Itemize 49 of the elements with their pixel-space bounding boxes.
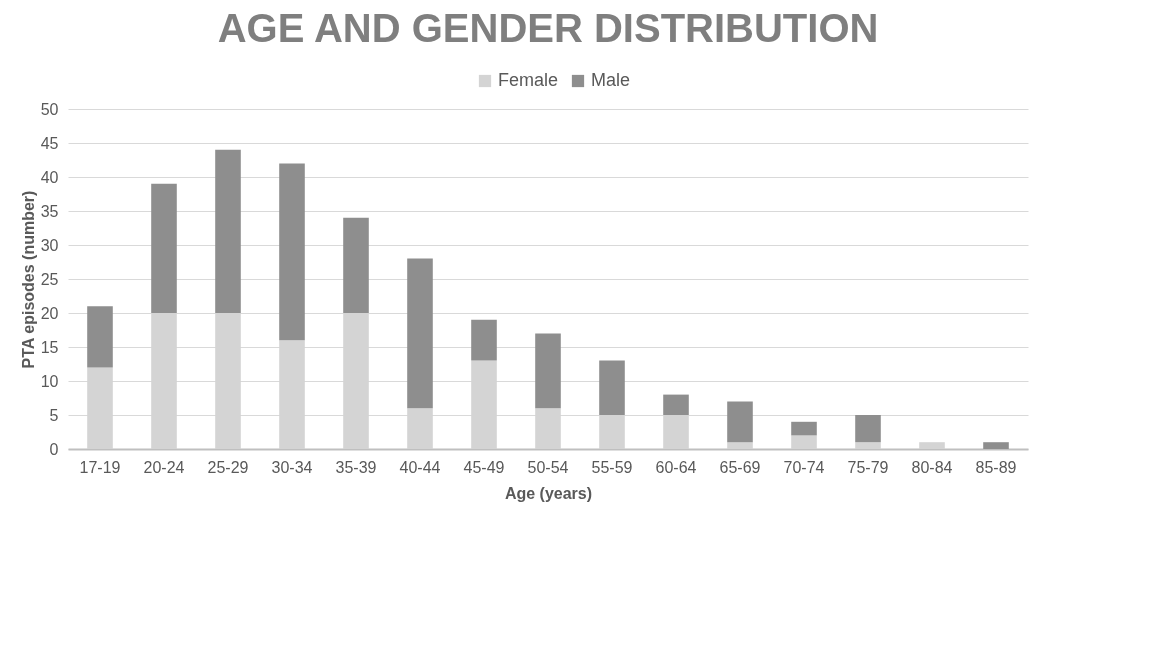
bar [535,333,561,409]
chart-title: AGE AND GENDER DISTRIBUTION [217,6,879,50]
y-tick-label: 15 [40,338,59,356]
bar [343,217,369,313]
bar [791,421,817,436]
x-tick-label: 55-59 [591,458,633,476]
y-tick-label: 45 [40,134,59,152]
bar [855,442,881,449]
y-tick-label: 40 [40,168,59,186]
bar [663,394,689,415]
x-axis-title: Age (years) [504,484,593,502]
x-tick-label: 40-44 [399,458,441,476]
x-tick-label: 25-29 [207,458,249,476]
bar [919,442,945,449]
bar [471,319,497,361]
x-tick-label: 45-49 [463,458,505,476]
bar [407,258,433,409]
x-tick-label: 35-39 [335,458,377,476]
y-tick-label: 25 [40,270,59,288]
y-tick-label: 50 [40,100,59,118]
bar [727,442,753,449]
bar [215,149,241,313]
x-tick-label: 20-24 [143,458,185,476]
bar [791,435,817,449]
y-tick-label: 10 [40,372,59,390]
x-tick-label: 85-89 [975,458,1017,476]
y-tick-label: 30 [40,236,59,254]
x-tick-label: 50-54 [527,458,569,476]
legend-label: Male [591,70,631,90]
bar [727,401,753,443]
x-tick-label: 17-19 [79,458,121,476]
bar [279,163,305,341]
bar [151,183,177,313]
y-tick-label: 20 [40,304,59,322]
x-tick-label: 60-64 [655,458,697,476]
x-tick-label: 30-34 [271,458,313,476]
bar [87,306,113,368]
y-axis-title: PTA episodes (number) [19,190,37,369]
x-tick-label: 65-69 [719,458,761,476]
bar [599,360,625,415]
x-tick-label: 80-84 [911,458,953,476]
bar [983,442,1009,449]
x-tick-label: 75-79 [847,458,889,476]
x-tick-label: 70-74 [783,458,825,476]
y-tick-label: 35 [40,202,59,220]
y-tick-label: 5 [49,406,59,424]
bar [855,415,881,443]
y-tick-label: 0 [49,440,59,458]
legend-label: Female [498,70,559,90]
